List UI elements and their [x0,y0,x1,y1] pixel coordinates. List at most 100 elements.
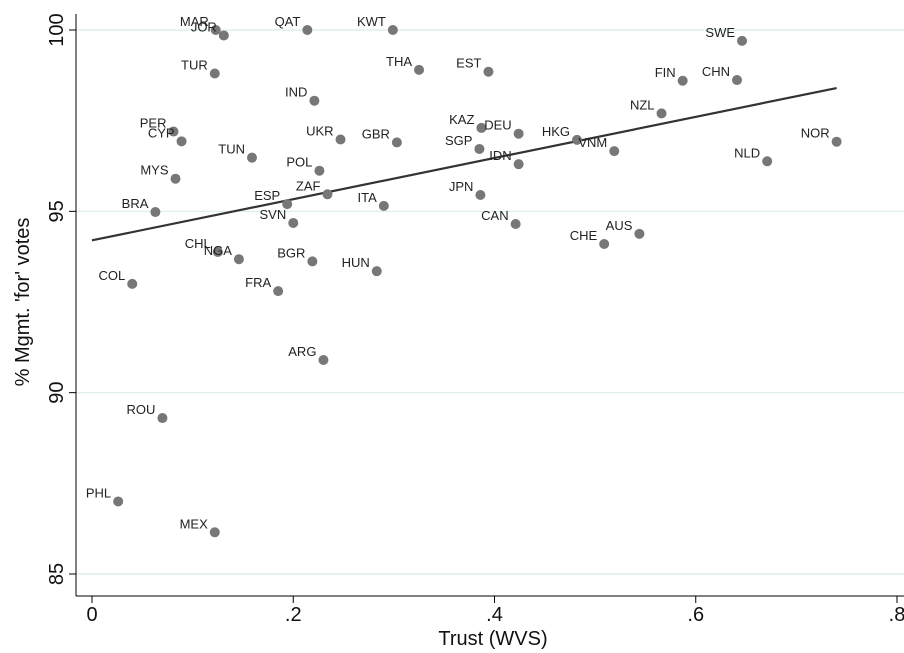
point-label: SVN [260,207,287,222]
data-point [318,355,329,366]
point-label: QAT [275,14,301,29]
point-label: NZL [630,97,655,112]
data-point [510,219,521,230]
data-point [513,159,524,170]
data-point [113,496,124,507]
data-point [209,68,220,79]
point-label: CHN [702,64,730,79]
point-label: POL [286,155,312,170]
data-point [599,238,610,249]
point-label: IDN [489,148,511,163]
x-tick-label: .8 [889,604,904,626]
data-point [273,286,284,297]
x-tick-label: .2 [285,604,302,626]
data-point [483,66,494,77]
y-tick-label: 85 [46,563,68,585]
data-point [209,527,220,538]
point-label: FRA [245,275,271,290]
data-point [282,199,293,210]
point-label: HKG [542,124,570,139]
data-point [475,190,486,201]
data-point [302,25,313,35]
data-point [322,189,333,200]
point-label: CHE [570,228,598,243]
point-label: KWT [357,14,386,29]
point-label: HUN [342,255,370,270]
data-point [476,122,487,133]
point-label: ZAF [296,178,321,193]
data-point [307,256,318,267]
point-label: BGR [277,245,305,260]
point-label: NOR [801,126,830,141]
point-label: ESP [254,188,280,203]
point-label: NLD [734,145,760,160]
y-tick-label: 90 [46,382,68,404]
point-label: IND [285,85,307,100]
data-point [391,137,402,148]
data-point [513,128,524,139]
data-point [212,246,223,257]
point-label: SWE [705,25,735,40]
data-point [656,108,667,119]
point-label: UKR [306,124,333,139]
point-label: JOR [191,19,217,34]
point-label: CHL [185,236,211,251]
point-label: ARG [288,344,316,359]
data-point [762,156,773,167]
data-point [314,165,325,176]
point-label: CAN [481,208,508,223]
data-point [378,200,389,211]
data-points [113,25,842,538]
point-label: THA [386,54,412,69]
point-label: PHL [86,485,111,500]
data-point [634,228,645,239]
point-label: JPN [449,179,474,194]
y-tick-label: 95 [46,200,68,222]
point-label: CYP [148,125,175,140]
data-point [288,217,299,228]
point-label: MEX [180,516,209,531]
data-point [732,75,743,86]
data-point [414,64,425,75]
data-point [309,95,320,106]
data-point [371,266,382,277]
data-point [210,25,221,35]
point-label: DEU [484,118,511,133]
data-point [176,136,187,147]
point-label: TUR [181,58,208,73]
point-label: TUN [218,142,245,157]
point-label: PER [140,116,167,131]
point-label: ROU [127,402,156,417]
y-axis-title: % Mgmt. 'for' votes [12,218,34,387]
data-point [233,254,244,265]
fit-line [91,86,837,242]
data-point [246,152,257,163]
axes: 85 90 95 100 0 .2 .4 .6 .8 [46,13,904,626]
data-point [168,126,179,137]
x-tick-label: .6 [687,604,704,626]
data-point [737,35,748,46]
data-point [157,413,168,424]
point-label: KAZ [449,112,474,127]
data-point [335,134,346,145]
data-point [150,207,161,218]
x-tick-label: 0 [86,604,97,626]
point-label: GBR [362,126,390,141]
point-label: BRA [122,196,149,211]
point-label: ITA [358,190,378,205]
data-point [474,143,485,154]
point-label: MYS [140,163,169,178]
data-point [170,173,181,184]
data-point [609,146,620,157]
data-point [387,25,398,35]
x-tick-label: .4 [486,604,503,626]
y-tick-label: 100 [46,13,68,46]
point-label: FIN [655,65,676,80]
point-label: EST [456,56,481,71]
point-label: MAR [180,14,209,29]
data-point [677,75,688,86]
data-point [831,136,842,147]
